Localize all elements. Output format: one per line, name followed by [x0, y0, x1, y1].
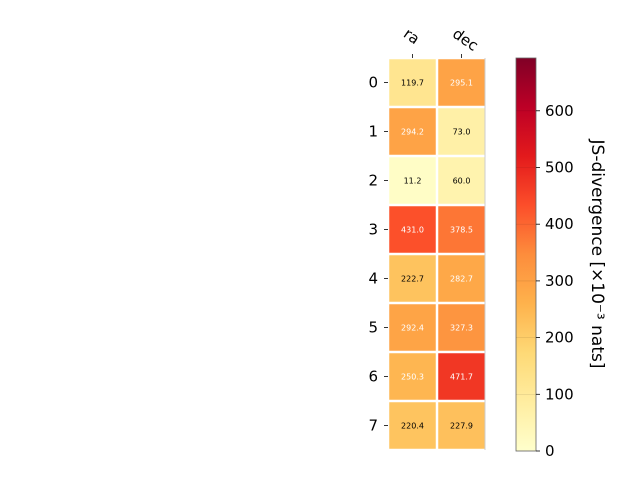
- colorbar-tick-label: 500: [545, 158, 574, 176]
- cell-value-label: 222.7: [401, 275, 424, 284]
- heatmap-cell: [389, 304, 436, 351]
- colorbar-tick-label: 0: [545, 442, 555, 460]
- heatmap-cell: [389, 206, 436, 253]
- y-tick-label: 4: [368, 270, 378, 288]
- x-tick-label: dec: [449, 25, 481, 55]
- cell-value-label: 282.7: [450, 275, 473, 284]
- cell-value-label: 60.0: [453, 177, 471, 186]
- colorbar-tick-label: 300: [545, 272, 574, 290]
- heatmap-cell: [438, 157, 485, 204]
- colorbar-tick-label: 600: [545, 102, 574, 120]
- colorbar-label: JS-divergence [×10⁻³ nats]: [587, 139, 607, 369]
- heatmap-cell: [389, 402, 436, 449]
- heatmap-cell: [389, 255, 436, 302]
- heatmap-cell: [389, 353, 436, 400]
- colorbar: 0 100 200 300 400 500 600 JS-divergence [×10⁻³…: [515, 57, 607, 460]
- heatmap-cell: [438, 108, 485, 155]
- colorbar-tick-label: 100: [545, 385, 574, 403]
- y-tick-label: 7: [368, 417, 378, 435]
- colorbar-gradient: [515, 57, 537, 452]
- y-tick-label: 1: [368, 123, 378, 141]
- cell-value-label: 220.4: [401, 422, 424, 431]
- cell-value-label: 292.4: [401, 324, 424, 333]
- colorbar-ticks: 0 100 200 300 400 500 600: [516, 102, 574, 460]
- y-tick-label: 5: [368, 319, 378, 337]
- cell-value-label: 378.5: [450, 226, 473, 235]
- heatmap-cell: [438, 402, 485, 449]
- heatmap-cells: 119.7 295.1 294.2 73.0 11.2 60.0 431.0 378.5 222…: [389, 58, 486, 450]
- cell-value-label: 119.7: [401, 79, 424, 88]
- cell-value-label: 73.0: [453, 128, 471, 137]
- heatmap-cell: [438, 59, 485, 106]
- cell-value-label: 327.3: [450, 324, 473, 333]
- y-axis-ticks: 0 1 2 3 4 5 6 7: [368, 74, 388, 435]
- x-axis-ticks: ra dec: [400, 25, 482, 58]
- heatmap-cell: [438, 255, 485, 302]
- heatmap-cell: [389, 108, 436, 155]
- cell-value-label: 471.7: [450, 373, 473, 382]
- cell-value-label: 295.1: [450, 79, 473, 88]
- colorbar-tick-label: 200: [545, 329, 574, 347]
- x-tick-label: ra: [400, 25, 423, 49]
- colorbar-tick-label: 400: [545, 215, 574, 233]
- cell-value-label: 11.2: [404, 177, 422, 186]
- y-tick-label: 2: [368, 172, 378, 190]
- cell-value-label: 227.9: [450, 422, 473, 431]
- cell-value-label: 294.2: [401, 128, 424, 137]
- heatmap-cell: [438, 304, 485, 351]
- cell-value-label: 431.0: [401, 226, 424, 235]
- y-tick-label: 0: [368, 74, 378, 92]
- y-tick-label: 3: [368, 221, 378, 239]
- y-tick-label: 6: [368, 368, 378, 386]
- cell-value-label: 250.3: [401, 373, 424, 382]
- heatmap-cell: [438, 206, 485, 253]
- heatmap-cell: [389, 157, 436, 204]
- heatmap-cell: [438, 353, 485, 400]
- heatmap-cell: [389, 59, 436, 106]
